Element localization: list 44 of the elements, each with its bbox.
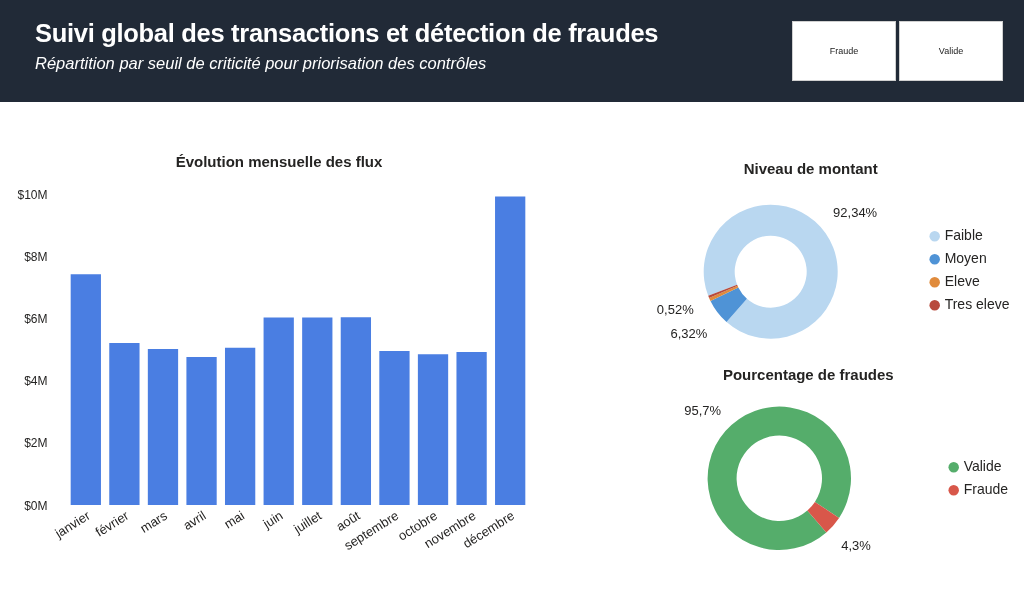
- data-label: 92,34%: [833, 204, 878, 220]
- y-tick-label: $6M: [24, 311, 48, 326]
- bar: [263, 317, 294, 505]
- chart-title: Évolution mensuelle des flux: [175, 153, 384, 170]
- data-label: 6,32%: [670, 326, 708, 342]
- y-tick-label: $2M: [24, 436, 48, 451]
- donut-slice: [710, 287, 747, 323]
- y-tick-label: $8M: [24, 249, 48, 264]
- filter-button: Fraude: [792, 21, 896, 81]
- bar: [456, 351, 487, 505]
- bar: [417, 354, 449, 505]
- legend-label: Moyen: [944, 250, 987, 267]
- donut-slice: [708, 284, 738, 298]
- bar: [495, 196, 526, 505]
- donut-slice: [709, 285, 739, 302]
- data-label: 95,7%: [684, 403, 722, 419]
- y-tick-label: $4M: [24, 374, 48, 389]
- data-label: 0,52%: [656, 302, 695, 318]
- y-tick-label: $0M: [24, 498, 48, 513]
- donut-slice: [807, 501, 840, 533]
- bar: [224, 347, 256, 505]
- y-tick-label: $10M: [17, 187, 48, 202]
- bar: [340, 317, 372, 505]
- legend-label: Tres eleve: [944, 296, 1010, 313]
- filter-button: Valide: [899, 21, 1003, 81]
- data-label: 4,3%: [841, 537, 872, 553]
- legend-label: Valide: [963, 458, 1002, 475]
- bar: [70, 274, 101, 505]
- text: Répartition par seuil de criticité pour priorisation des contrôles: [35, 54, 487, 73]
- chart-title: Niveau de montant: [743, 159, 878, 177]
- bar: [186, 356, 217, 505]
- x-tick-label: avril: [180, 507, 209, 534]
- legend-label: Faible: [944, 227, 983, 244]
- bar: [379, 351, 410, 505]
- bar: [302, 317, 333, 505]
- legend-label: Fraude: [963, 481, 1009, 498]
- bar: [109, 342, 140, 505]
- bar: [147, 348, 179, 505]
- x-tick-label: mai: [221, 507, 248, 532]
- x-tick-label: juin: [259, 507, 286, 532]
- chart-title: Pourcentage de fraudes: [722, 366, 894, 384]
- x-tick-label: mars: [137, 507, 171, 536]
- text: Suivi global des transactions et détection de fraudes: [35, 19, 659, 48]
- legend-label: Eleve: [944, 273, 980, 290]
